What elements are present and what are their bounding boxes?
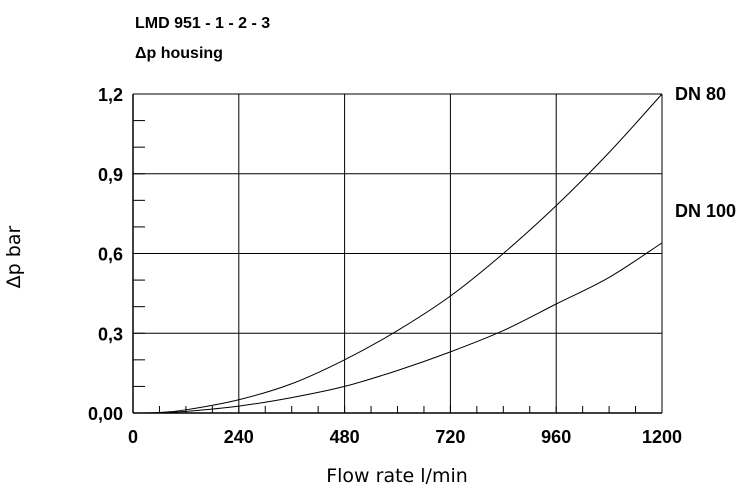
y-tick-label: 0,9 [98,165,123,185]
series-line [132,242,663,414]
y-tick-label: 0,00 [88,404,123,424]
series-lines [132,93,663,414]
y-tick-label: 1,2 [98,85,123,105]
series-labels: DN 80 DN 100 [675,84,736,221]
series-line [132,93,663,414]
axes [132,94,662,414]
series-label: DN 80 [675,84,726,104]
series-label: DN 100 [675,201,736,221]
y-tick-label: 0,3 [98,324,123,344]
chart-title: LMD 951 - 1 - 2 - 3 [135,15,270,32]
y-tick-label: 0,6 [98,245,123,265]
y-axis-label: Δp bar [3,226,25,289]
x-tick-label: 720 [435,427,465,447]
x-tick-label: 1200 [642,427,682,447]
x-tick-label: 0 [128,427,138,447]
x-tick-label: 960 [541,427,571,447]
x-tick-label: 240 [224,427,254,447]
x-axis-label: Flow rate l/min [326,465,468,487]
grid [132,93,663,414]
x-tick-label: 480 [330,427,360,447]
chart-subtitle: Δp housing [135,45,223,62]
tick-labels: 0 240 480 720 960 1200 0,00 0,3 0,6 0,9 1,2 [88,85,682,447]
